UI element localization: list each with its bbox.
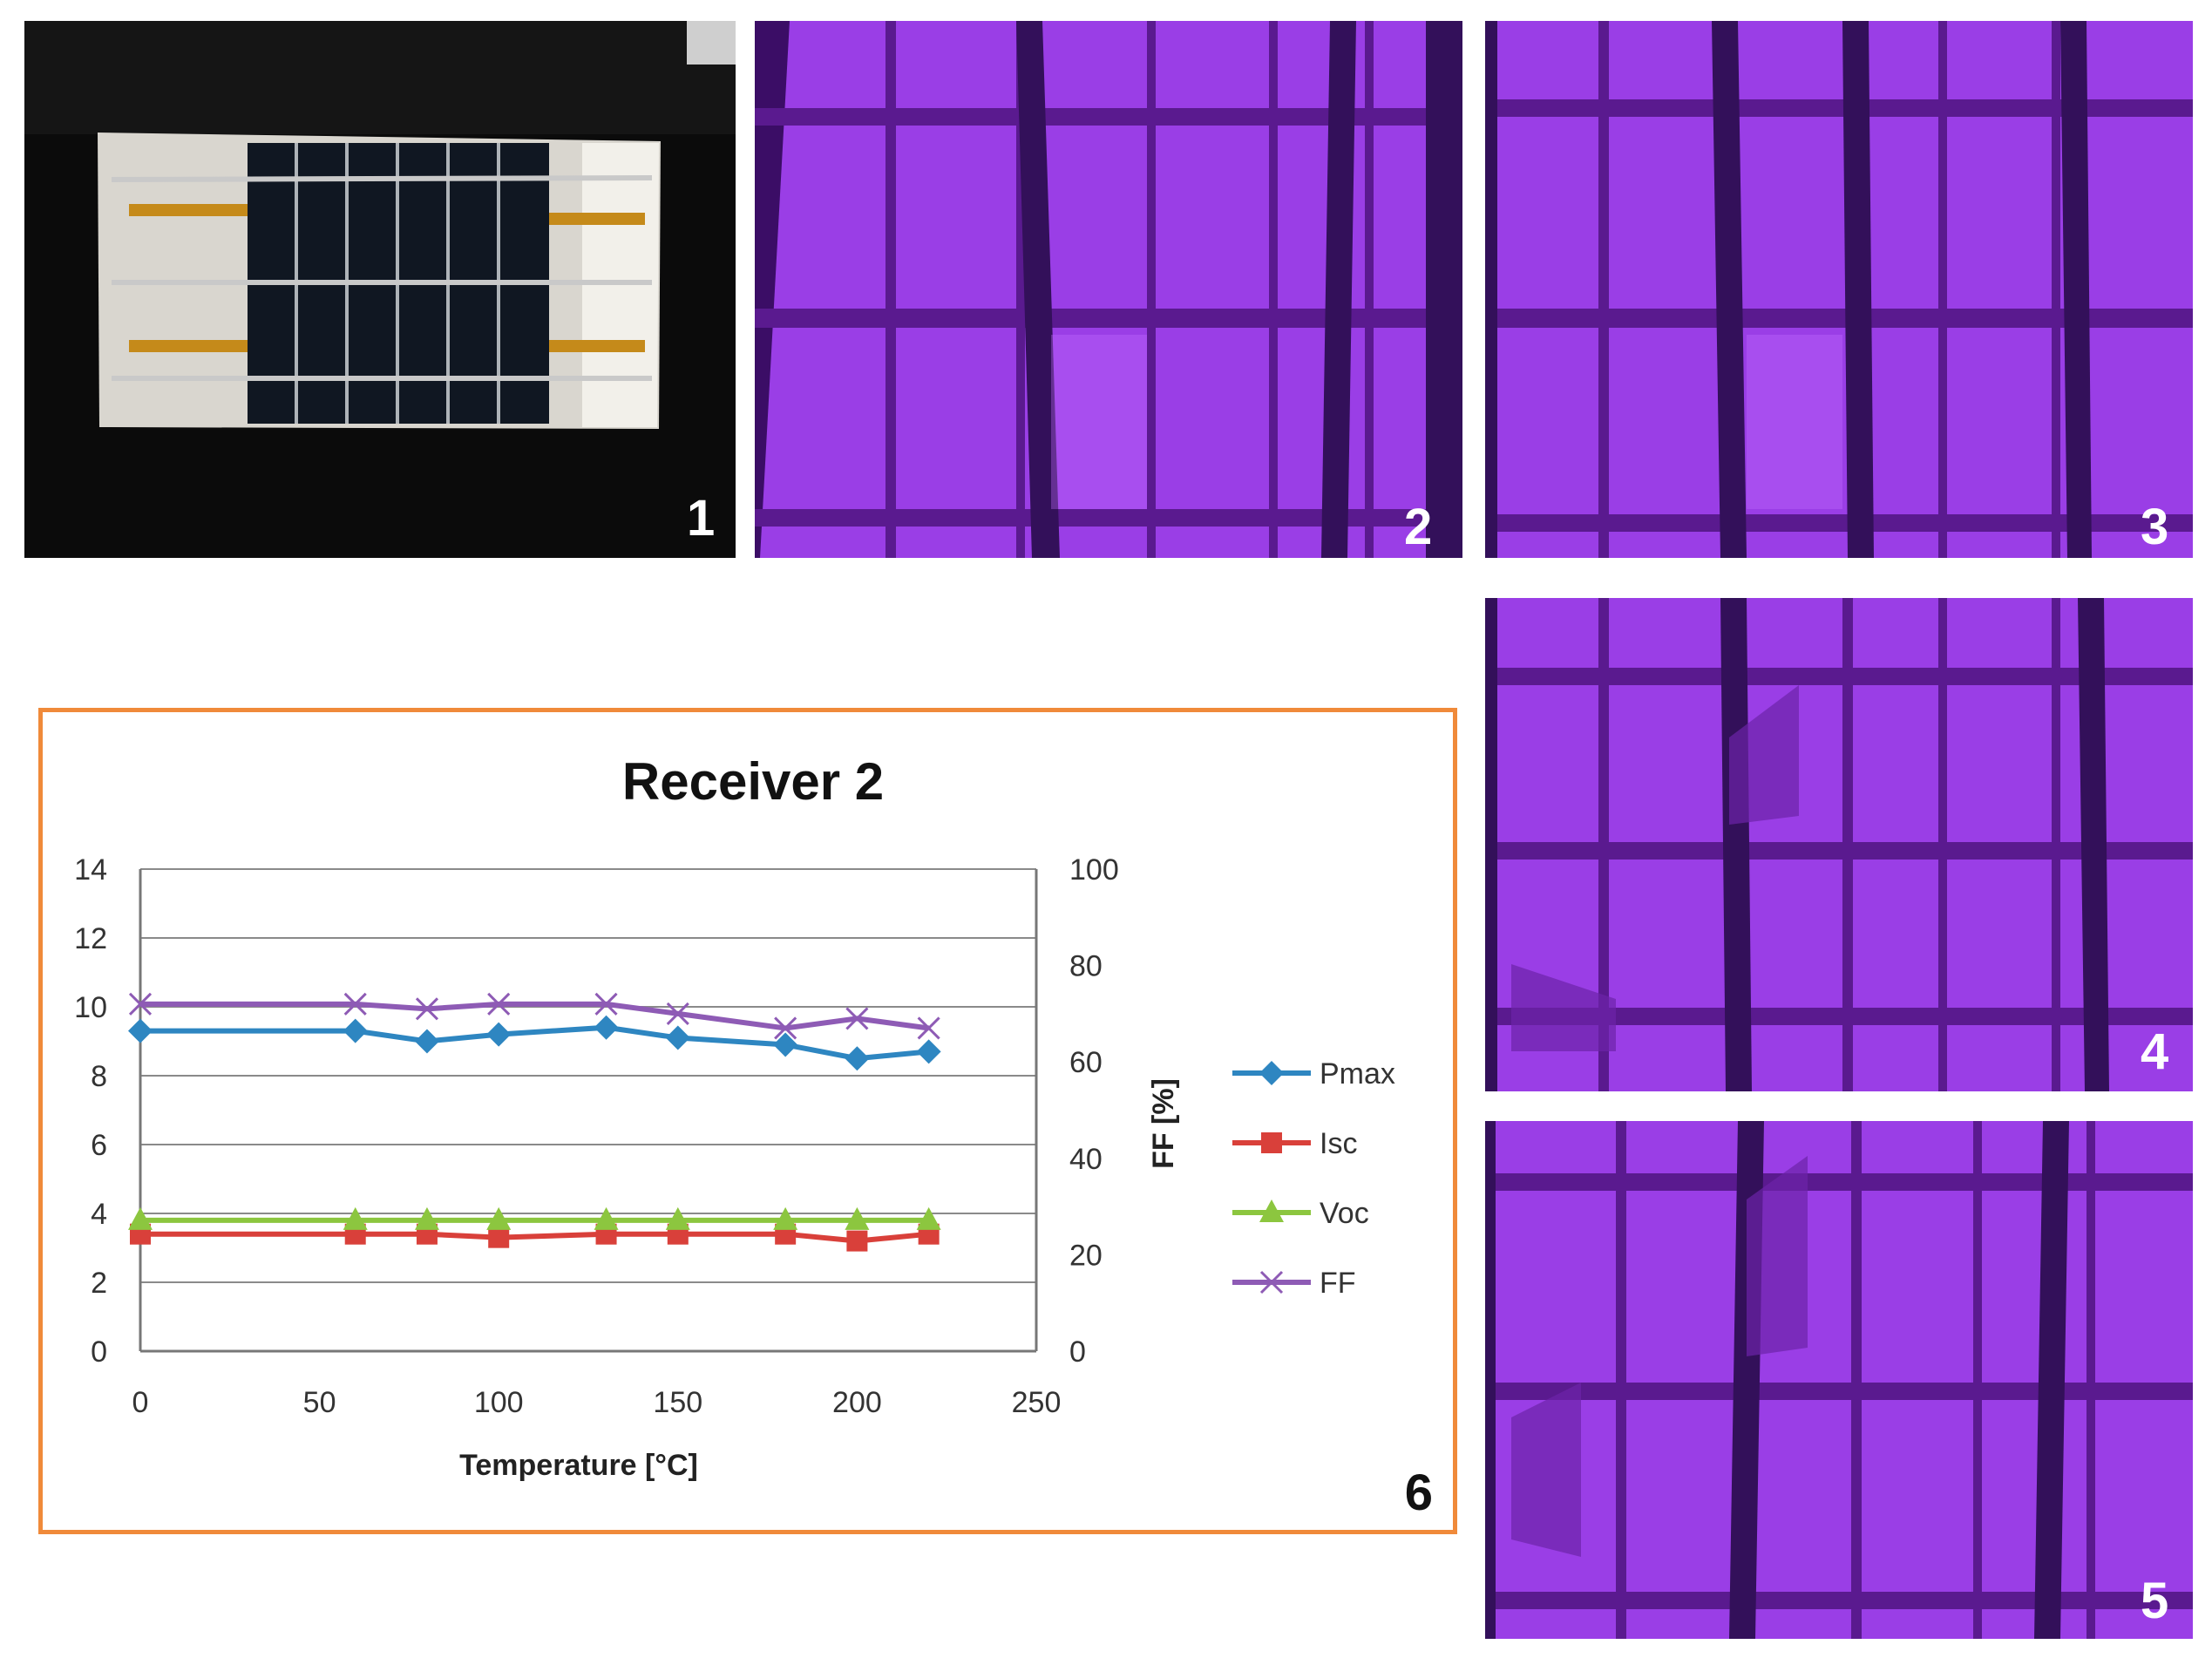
el-image-icon: 4 bbox=[1485, 598, 2193, 1091]
point-ff bbox=[917, 1016, 940, 1040]
panel-3-el-image: 3 bbox=[1485, 21, 2193, 558]
y-tick-label: 6 bbox=[91, 1129, 107, 1162]
y-tick-label: 14 bbox=[74, 853, 107, 887]
point-ff bbox=[487, 992, 511, 1016]
point-ff bbox=[666, 1002, 689, 1025]
el-image-icon: 2 bbox=[755, 21, 1462, 558]
point-pmax bbox=[414, 1029, 439, 1054]
y-tick-label: 12 bbox=[74, 922, 107, 955]
legend-label-ff: FF bbox=[1320, 1267, 1356, 1300]
point-voc bbox=[414, 1206, 439, 1230]
point-isc bbox=[846, 1230, 868, 1252]
point-ff bbox=[774, 1016, 797, 1040]
legend-label-voc: Voc bbox=[1320, 1197, 1369, 1230]
x-tick-label: 50 bbox=[303, 1386, 336, 1419]
x-tick-label: 150 bbox=[653, 1386, 702, 1419]
panel-label-2: 2 bbox=[1404, 499, 1432, 555]
panel-label-4: 4 bbox=[2141, 1023, 2168, 1080]
point-isc bbox=[488, 1227, 510, 1248]
panel-label-5: 5 bbox=[2141, 1573, 2168, 1629]
legend-label-pmax: Pmax bbox=[1320, 1057, 1395, 1091]
x-tick-label: 0 bbox=[132, 1386, 149, 1419]
y2-tick-label: 80 bbox=[1069, 950, 1103, 983]
panel-6-chart-frame: Receiver 2 0 2 4 6 8 10 12 14 0 20 40 60 80 100 0 50 100… bbox=[38, 708, 1457, 1534]
point-pmax bbox=[486, 1022, 512, 1047]
x-tick-label: 200 bbox=[832, 1386, 882, 1419]
y2-tick-label: 0 bbox=[1069, 1335, 1086, 1369]
point-voc bbox=[594, 1206, 619, 1230]
legend-marker-voc bbox=[1259, 1199, 1284, 1222]
point-voc bbox=[665, 1206, 690, 1230]
point-pmax bbox=[594, 1015, 619, 1040]
x-axis-label: Temperature [°C] bbox=[459, 1449, 698, 1482]
point-pmax bbox=[845, 1046, 870, 1071]
legend-marker-pmax bbox=[1259, 1061, 1284, 1085]
y2-tick-label: 100 bbox=[1069, 853, 1119, 887]
panel-4-el-image: 4 bbox=[1485, 598, 2193, 1091]
point-pmax bbox=[916, 1039, 941, 1064]
x-tick-label: 250 bbox=[1012, 1386, 1062, 1419]
x-tick-label: 100 bbox=[474, 1386, 524, 1419]
point-voc bbox=[773, 1206, 798, 1230]
y2-tick-label: 40 bbox=[1069, 1143, 1103, 1176]
point-voc bbox=[486, 1206, 512, 1230]
series-line-isc bbox=[140, 1231, 929, 1244]
point-ff bbox=[845, 1007, 869, 1030]
panel-1-photo: 1 bbox=[24, 21, 736, 558]
point-pmax bbox=[343, 1018, 368, 1043]
point-voc bbox=[916, 1206, 941, 1230]
series-line-pmax bbox=[140, 1024, 929, 1062]
point-voc bbox=[128, 1206, 153, 1230]
point-ff bbox=[415, 997, 439, 1021]
panel-5-el-image: 5 bbox=[1485, 1121, 2193, 1639]
point-voc bbox=[343, 1206, 368, 1230]
legend-marker-ff bbox=[1259, 1270, 1284, 1294]
receiver-module-icon bbox=[98, 133, 661, 429]
point-ff bbox=[594, 992, 618, 1016]
point-voc bbox=[845, 1206, 870, 1230]
legend-label-isc: Isc bbox=[1320, 1127, 1357, 1160]
y2-axis-label: FF [%] bbox=[1147, 1078, 1180, 1169]
panel-label-3: 3 bbox=[2141, 499, 2168, 555]
point-pmax bbox=[773, 1032, 798, 1057]
point-ff bbox=[128, 992, 153, 1016]
point-ff bbox=[343, 992, 367, 1016]
y2-tick-label: 20 bbox=[1069, 1239, 1103, 1272]
panel-label-1: 1 bbox=[687, 490, 715, 547]
y-tick-label: 10 bbox=[74, 991, 107, 1024]
el-image-icon: 3 bbox=[1485, 21, 2193, 558]
y-tick-label: 0 bbox=[91, 1335, 107, 1369]
point-pmax bbox=[665, 1025, 690, 1050]
legend-marker-isc bbox=[1261, 1132, 1282, 1153]
receiver-2-chart: Receiver 2 0 2 4 6 8 10 12 14 0 20 40 60 80 100 0 50 100… bbox=[74, 752, 1433, 1521]
y-tick-label: 8 bbox=[91, 1060, 107, 1093]
el-image-icon: 5 bbox=[1485, 1121, 2193, 1639]
panel-label-6: 6 bbox=[1405, 1464, 1433, 1521]
y2-tick-label: 60 bbox=[1069, 1046, 1103, 1079]
chart-title: Receiver 2 bbox=[622, 752, 884, 811]
y-tick-label: 4 bbox=[91, 1198, 107, 1231]
panel-2-el-image: 2 bbox=[755, 21, 1462, 558]
point-pmax bbox=[128, 1018, 153, 1043]
y-tick-label: 2 bbox=[91, 1267, 107, 1300]
